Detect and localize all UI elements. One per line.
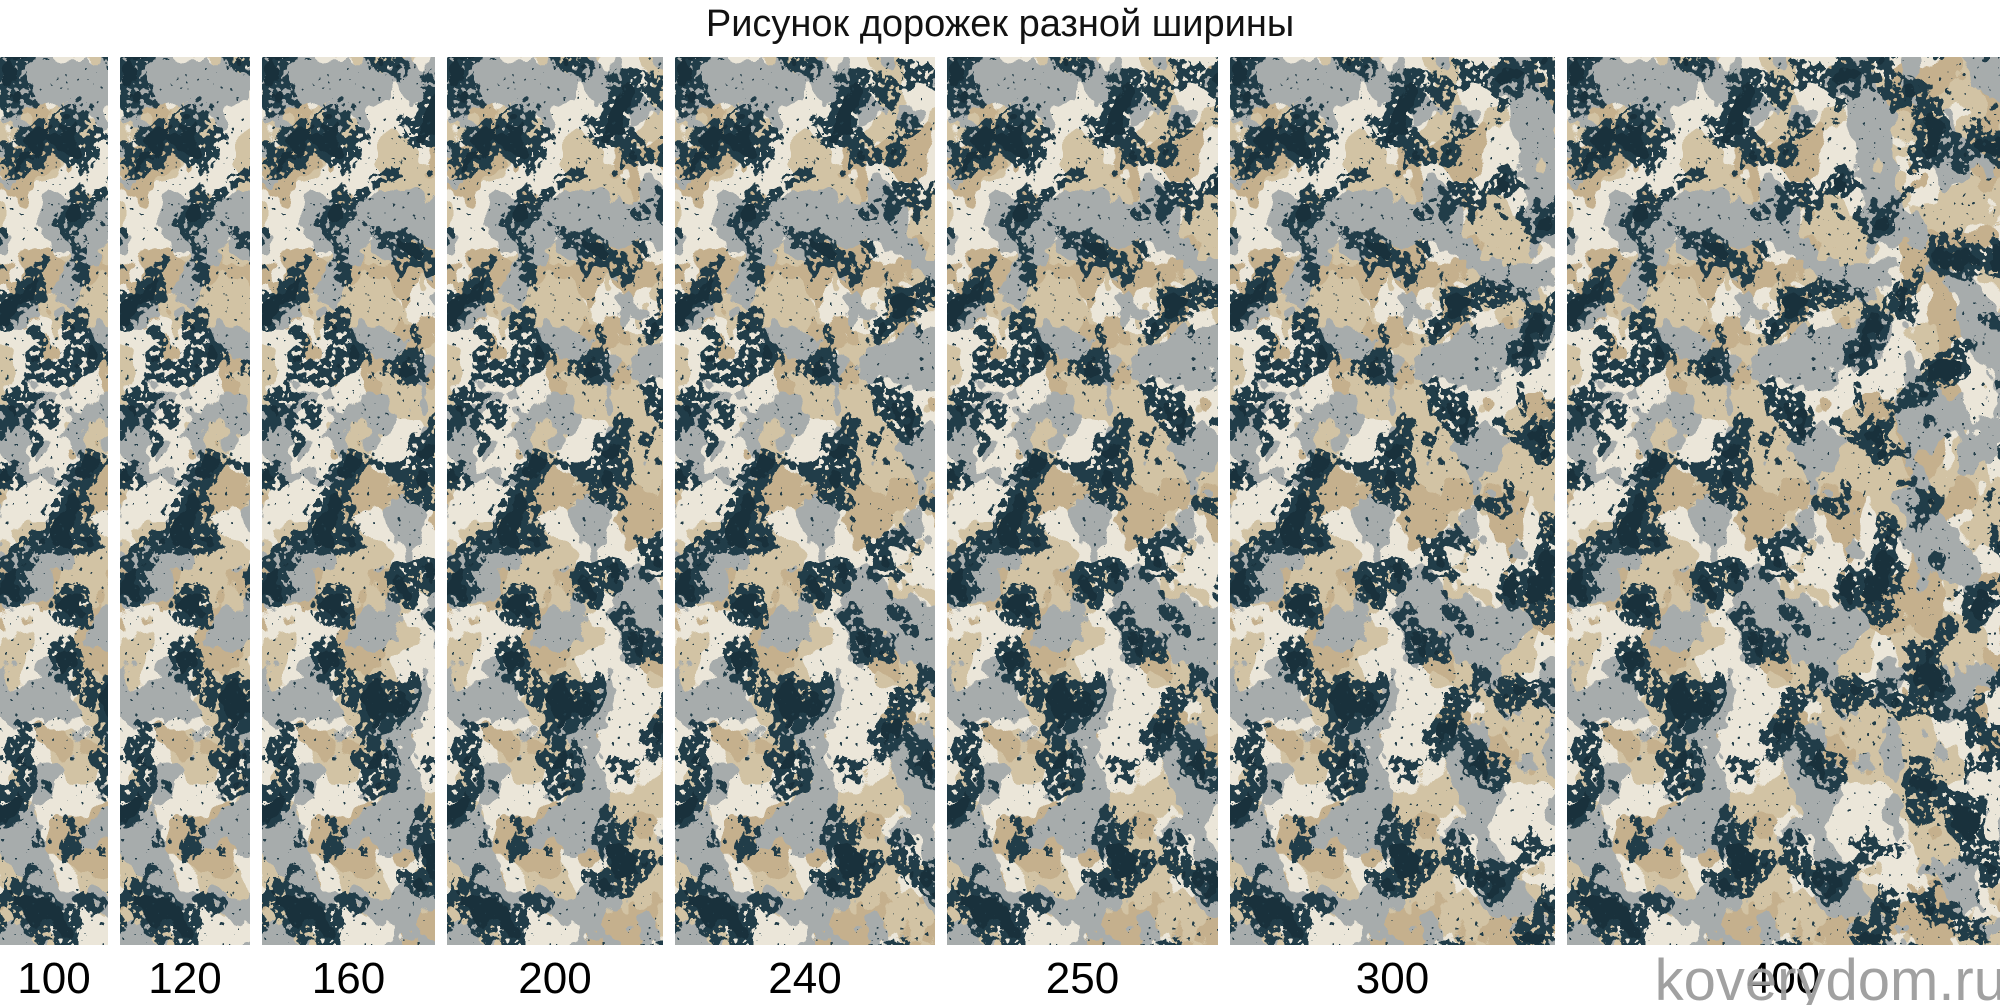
carpet-texture-image [947,57,1218,945]
runner-strip: 300 [1230,57,1555,1001]
carpet-texture-image [675,57,935,945]
runner-width-label: 160 [311,954,386,1003]
runner-width-label: 120 [148,954,222,1003]
runner-width-label: 250 [1045,954,1120,1003]
carpet-texture-image [0,57,108,945]
runner-strip: 250 [947,57,1218,1001]
runner-strips-row: 100 120 160 200 240 250 300 [0,57,2000,1001]
runner-strip: 160 [262,57,435,1001]
runner-strip: 120 [120,57,250,1001]
carpet-texture-image [120,57,250,945]
watermark-text: koverydom.ru [1654,948,2000,1005]
page-title: Рисунок дорожек разной ширины [705,3,1295,45]
runner-strip: 200 [447,57,663,1001]
runner-width-label: 200 [518,954,592,1003]
runner-strip: 240 [675,57,935,1001]
carpet-texture-image [262,57,435,945]
runner-width-label: 240 [768,954,842,1003]
runner-strip: 100 [0,57,108,1001]
runner-width-label: 100 [17,954,91,1003]
carpet-texture-image [447,57,663,945]
runner-width-label: 300 [1355,954,1430,1003]
runner-strip: 400 [1567,57,2000,1001]
carpet-texture-image [1567,57,2000,945]
carpet-texture-image [1230,57,1555,945]
runner-width-label: 400 [1746,954,1821,1003]
